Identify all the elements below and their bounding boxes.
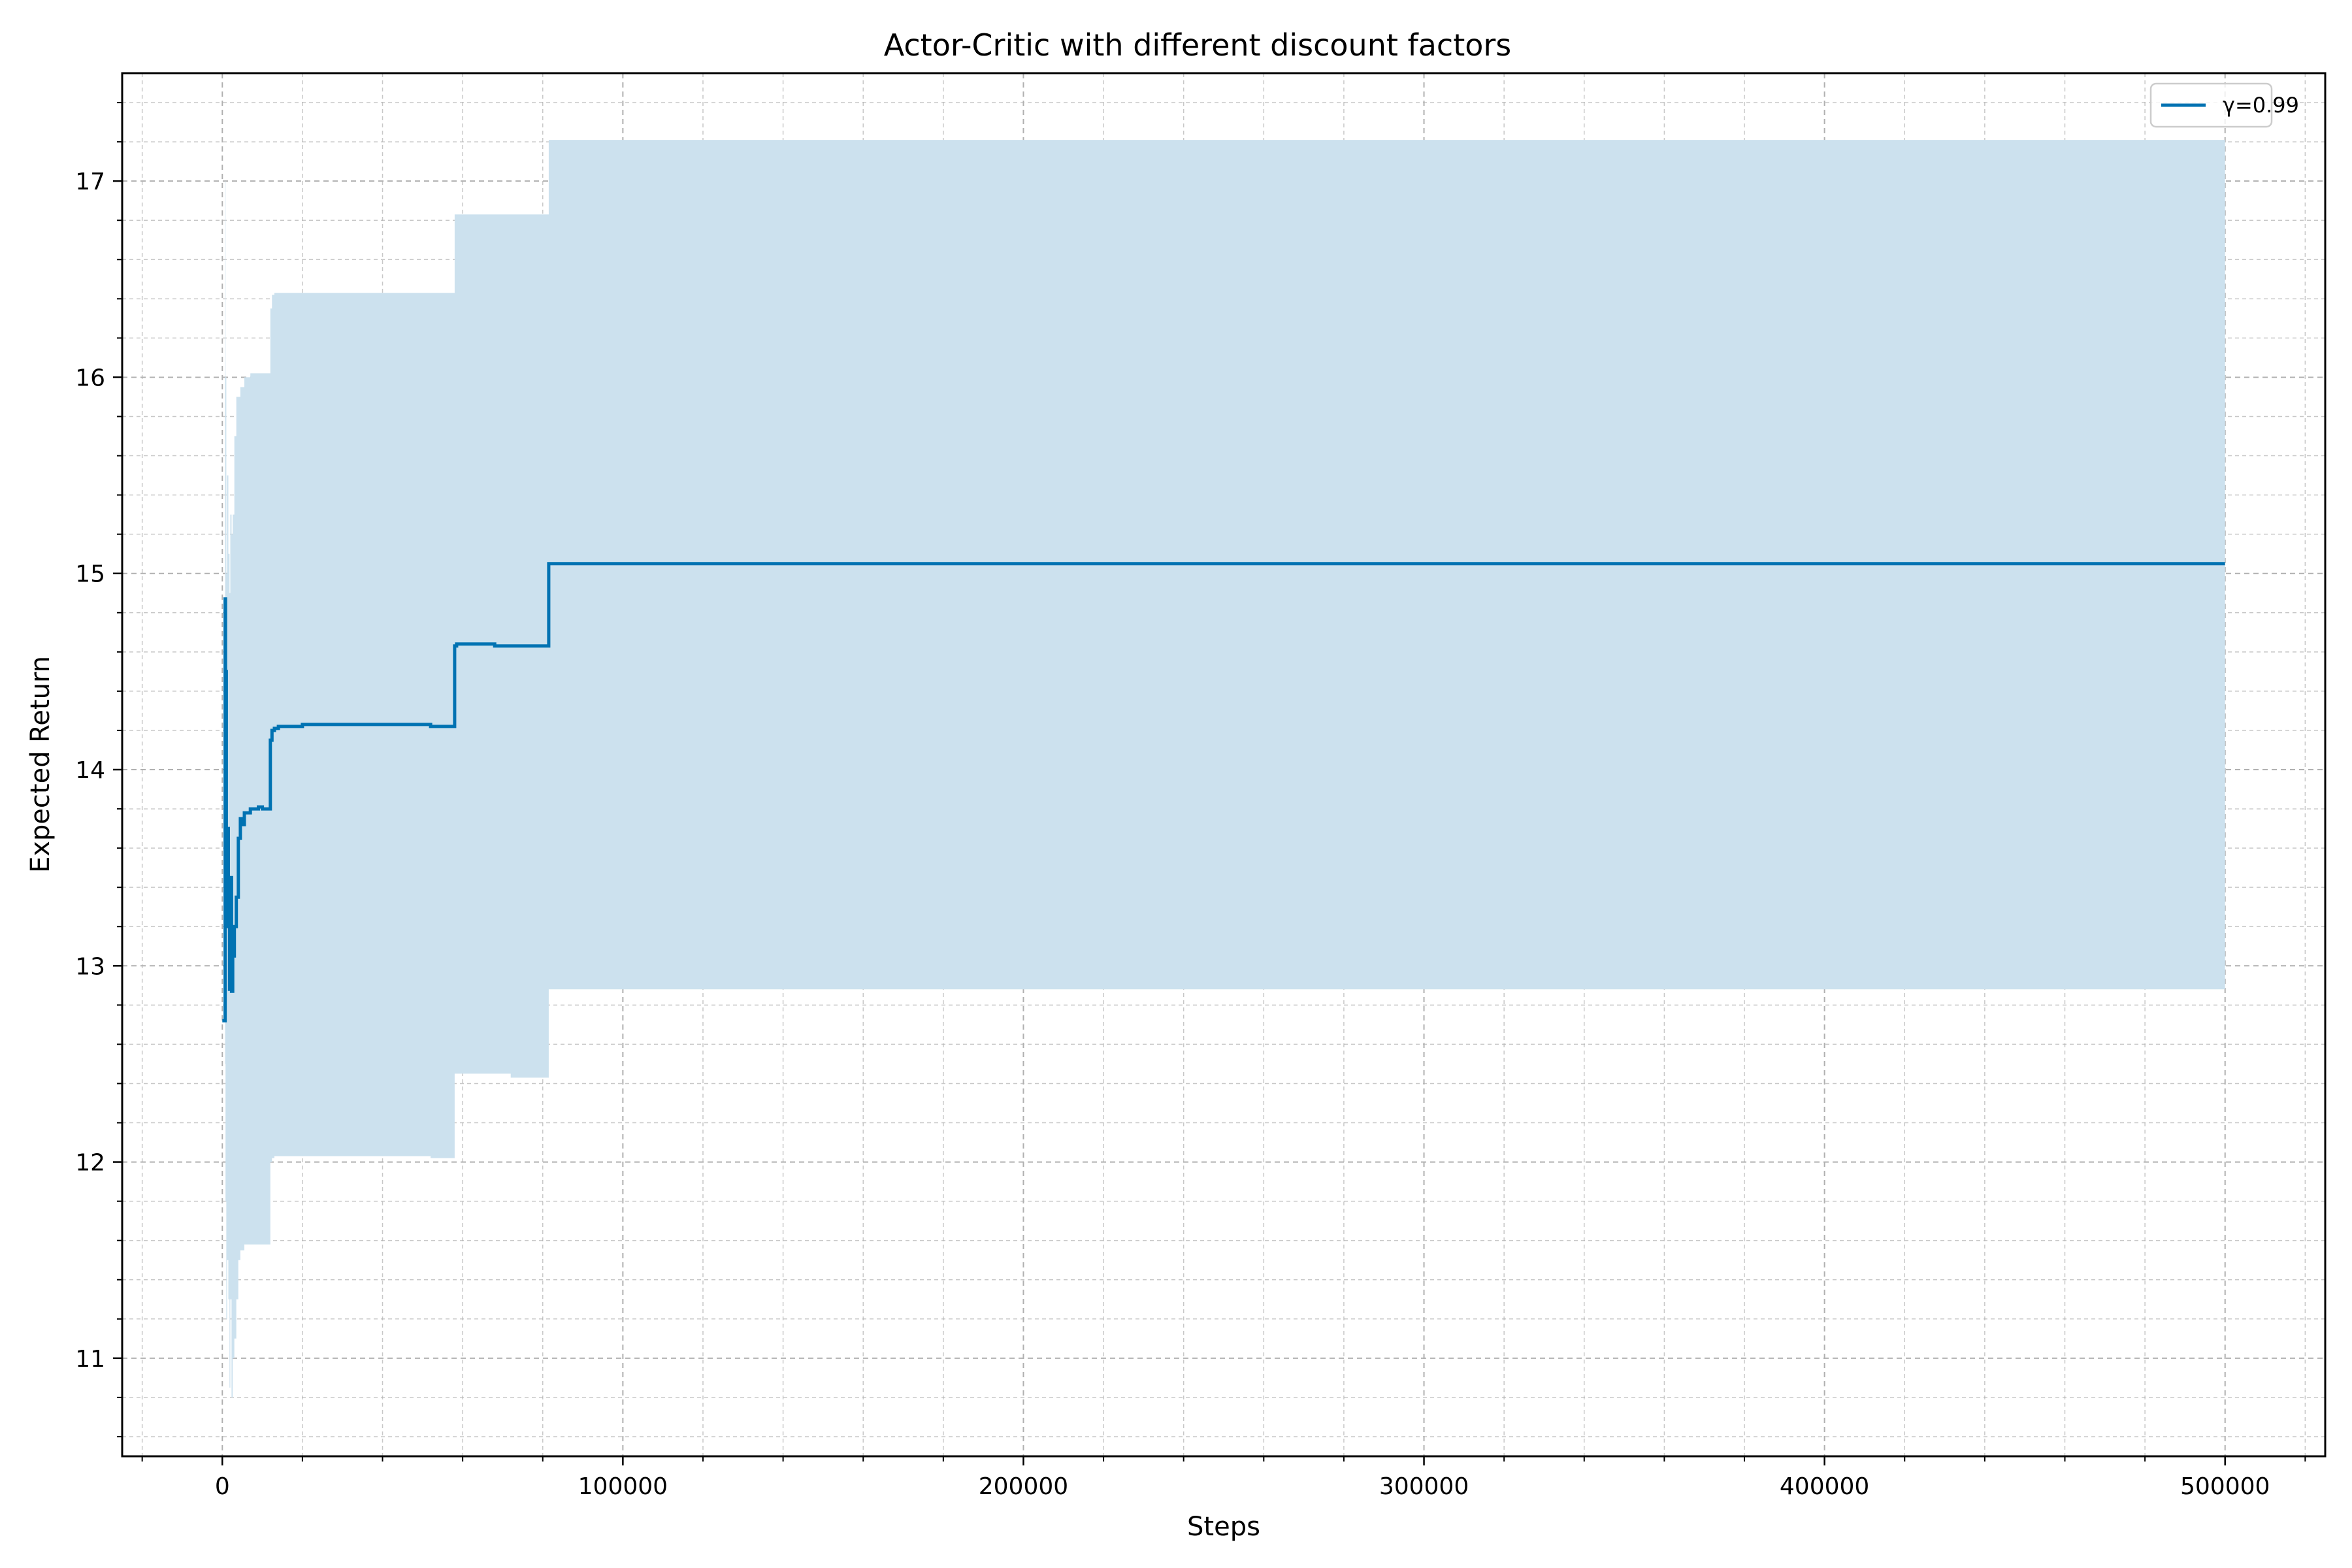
chart-title: Actor-Critic with different discount fac… <box>884 27 1512 63</box>
plot-frame <box>121 72 2327 1458</box>
confidence-band <box>222 140 2225 1397</box>
legend-box <box>2149 82 2273 128</box>
x-tick-label: 400000 <box>1780 1473 1869 1500</box>
x-tick-label: 500000 <box>2180 1473 2270 1500</box>
x-tick-label: 100000 <box>578 1473 668 1500</box>
x-tick-label: 0 <box>215 1473 230 1500</box>
y-tick-label: 13 <box>75 953 105 980</box>
x-axis-label: Steps <box>1187 1512 1260 1542</box>
y-tick-label: 11 <box>75 1346 105 1373</box>
y-tick-label: 12 <box>75 1150 105 1177</box>
legend: γ=0.99 <box>2149 82 2299 128</box>
legend-entry-label: γ=0.99 <box>2223 93 2299 118</box>
y-axis-label: Expected Return <box>25 656 56 873</box>
x-tick-label: 200000 <box>979 1473 1068 1500</box>
y-tick-label: 14 <box>75 757 105 784</box>
series-line-gamma-0.99 <box>222 562 2225 1022</box>
x-tick-label: 300000 <box>1379 1473 1469 1500</box>
series-line-layer <box>222 562 2225 1022</box>
y-axis-ticks: 11 12 13 14 15 16 17 <box>75 169 122 1373</box>
confidence-band-layer <box>222 140 2225 1397</box>
y-tick-label: 15 <box>75 561 105 588</box>
y-tick-label: 16 <box>75 365 105 391</box>
x-axis-ticks: 0 100000 200000 300000 400000 500000 <box>215 1456 2270 1500</box>
y-tick-label: 17 <box>75 169 105 195</box>
